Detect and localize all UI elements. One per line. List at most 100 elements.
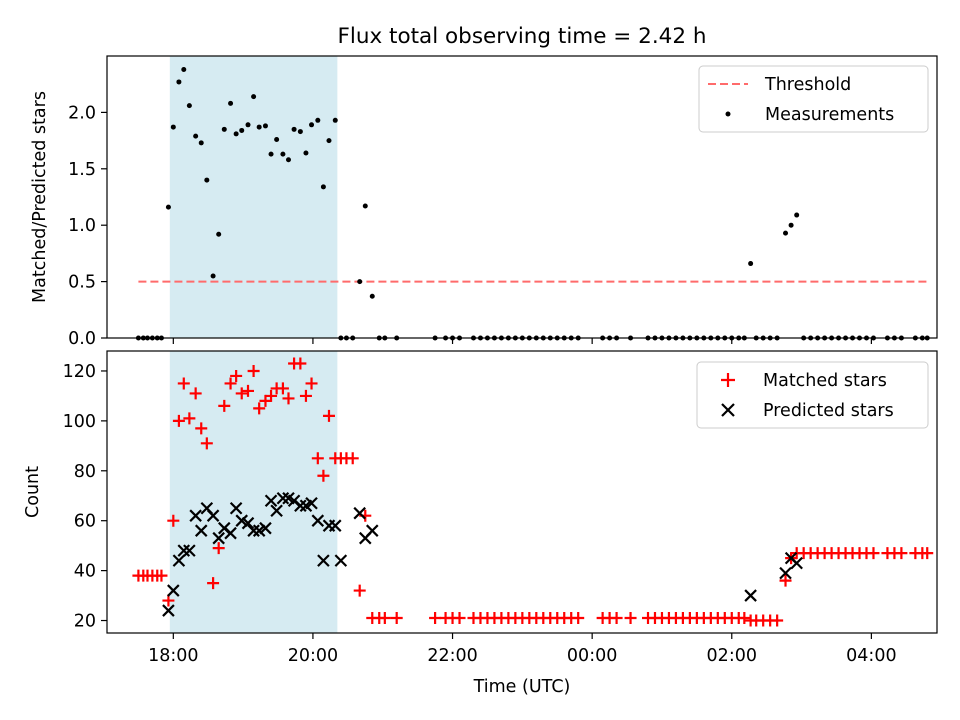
predicted-star-point (790, 556, 803, 570)
measurement-point (285, 157, 291, 163)
legend-threshold-label: Threshold (764, 75, 851, 95)
measurement-point (315, 117, 321, 123)
measurement-point (788, 222, 794, 228)
x-tick-label: 04:00 (846, 646, 896, 666)
matched-star-point (311, 452, 324, 465)
legend-matched-swatch (721, 373, 735, 387)
measurement-point (186, 103, 192, 109)
matched-star-point (253, 402, 266, 415)
matched-star-point (771, 614, 784, 627)
legend-measurements-label: Measurements (765, 105, 894, 125)
matched-star-point (189, 387, 202, 400)
matched-star-point (276, 382, 289, 395)
predicted-star-point (212, 531, 225, 545)
measurement-point (274, 136, 280, 142)
measurement-point (332, 117, 338, 123)
matched-star-point (322, 409, 335, 422)
legend-predicted-label: Predicted stars (763, 401, 894, 421)
predicted-star-point (241, 516, 255, 530)
x-tick-label: 22:00 (427, 646, 477, 666)
matched-star-point (867, 547, 880, 560)
ratio-legend: Threshold Measurements (698, 65, 929, 133)
matched-star-point (224, 377, 237, 390)
predicted-star-point (311, 514, 325, 527)
x-tick-label: 20:00 (288, 646, 338, 666)
matched-star-point (247, 364, 260, 377)
matched-star-point (895, 547, 908, 560)
ratio-panel: 0.00.51.01.52.0 Matched/Predicted stars … (30, 55, 938, 349)
predicted-star-point (162, 604, 175, 617)
matched-star-point (353, 584, 366, 597)
measurement-point (291, 126, 297, 132)
matched-star-point (230, 369, 243, 382)
y-tick-label: 40 (74, 562, 96, 582)
y-tick-label: 80 (74, 462, 96, 482)
count-panel: 20 40 60 80 100 120 18:00 20:00 22:00 00:00 02:00… (23, 350, 938, 697)
count-legend-box (696, 361, 929, 429)
matched-star-point (299, 389, 312, 402)
measurement-point (193, 133, 199, 139)
predicted-star-point (189, 509, 202, 522)
measurement-point (170, 124, 176, 130)
measurement-point (326, 138, 332, 144)
predicted-star-point (194, 524, 208, 537)
matched-star-point (294, 357, 307, 370)
measurement-point (357, 279, 363, 285)
predicted-star-point (264, 494, 278, 508)
predicted-star-point (172, 554, 186, 567)
matched-star-point (155, 569, 168, 582)
measurement-point (239, 127, 245, 133)
legend-measurements-swatch (725, 111, 731, 117)
matched-star-point (779, 574, 792, 587)
measurement-point (216, 231, 222, 237)
ratio-legend-box (698, 65, 929, 133)
x-axis-label: Time (UTC) (473, 677, 571, 697)
measurement-point (198, 140, 204, 146)
measurement-point (181, 67, 187, 73)
measurement-point (309, 122, 315, 128)
measurement-point (228, 100, 234, 106)
predicted-star-point (779, 566, 792, 580)
y-tick-label: 0.0 (68, 329, 96, 349)
count-legend: Matched stars Predicted stars (696, 361, 929, 429)
predicted-star-point (177, 544, 191, 557)
matched-star-point (282, 392, 295, 405)
measurement-point (221, 126, 227, 132)
matched-star-point (921, 547, 934, 560)
predicted-star-point (317, 554, 330, 567)
matched-star-point (218, 399, 231, 412)
matched-star-point (200, 437, 213, 450)
measurement-point (320, 184, 326, 190)
predicted-star-point (353, 506, 366, 520)
measurement-point (369, 293, 375, 299)
y-tick-label: 20 (74, 612, 96, 632)
predicted-star-point (183, 544, 196, 557)
matched-star-point (453, 612, 466, 625)
x-tick-label: 00:00 (567, 646, 617, 666)
predicted-star-point (270, 504, 283, 517)
predicted-star-point (328, 519, 342, 532)
count-y-label: Count (23, 466, 43, 518)
y-tick-label: 100 (63, 412, 96, 432)
measurement-point (256, 124, 262, 130)
matched-star-point (305, 377, 318, 390)
predicted-star-point (334, 554, 348, 567)
predicted-star-point (206, 509, 220, 522)
observing-window-shade (169, 56, 338, 338)
matched-star-point (172, 414, 185, 427)
matched-star-point (167, 514, 180, 527)
count-plot-frame (106, 350, 938, 634)
measurement-point (303, 150, 309, 156)
measurement-point (262, 123, 268, 129)
predicted-star-point (365, 524, 379, 537)
matched-star-point (265, 389, 278, 402)
measurement-point (748, 261, 754, 267)
predicted-star-point (247, 524, 260, 537)
ratio-plot-frame (106, 55, 938, 339)
measurement-point (176, 79, 182, 85)
matched-star-point (235, 387, 248, 400)
measurement-point (268, 151, 274, 157)
count-x-axis: 18:00 20:00 22:00 00:00 02:00 04:00 (148, 633, 897, 666)
ratio-y-axis: 0.0 0.5 1.0 1.5 2.0 (68, 103, 107, 349)
matched-star-point (390, 612, 403, 625)
